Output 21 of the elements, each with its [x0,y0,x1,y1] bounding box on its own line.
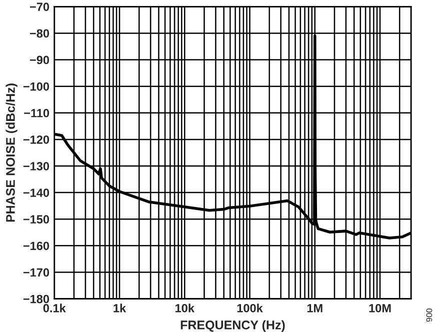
y-tick-label: −160 [23,242,50,250]
x-tick-label: 10k [176,304,194,312]
y-tick-label: −80 [30,29,50,38]
x-tick-label: 1k [114,304,126,312]
x-tick-label: 0.1k [43,304,66,312]
x-axis-title: FREQUENCY (Hz) [180,320,285,332]
y-tick-label: −170 [23,268,50,277]
y-tick-label: −150 [23,215,50,224]
y-tick-label: −180 [23,294,50,304]
x-tick-label: 10M [369,304,391,312]
x-tick-label: 1M [307,304,322,312]
y-tick-label: −110 [24,108,50,118]
y-tick-label: −70 [30,2,50,12]
y-tick-label: −130 [23,162,50,170]
y-tick-label: −100 [23,82,50,91]
y-axis-title: PHASE NOISE (dBc/Hz) [6,84,18,222]
y-tick-label: −90 [30,56,50,64]
y-tick-label: −140 [23,188,50,197]
x-tick-label: 100k [237,304,263,312]
text: 006 [426,308,432,322]
y-tick-label: −120 [23,135,50,144]
